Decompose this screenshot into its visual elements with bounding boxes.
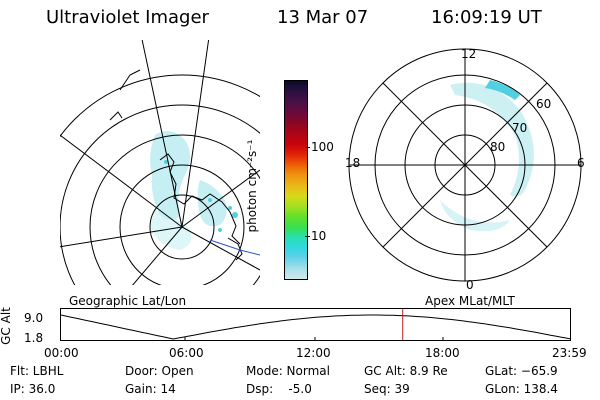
glon-info: GLon: 138.4 [485, 382, 558, 396]
instrument-title: Ultraviolet Imager [46, 7, 209, 28]
apex-caption: Apex MLat/MLT [425, 294, 515, 308]
alt-tick-9: 9.0 [24, 311, 44, 325]
alt-tick-1-8: 1.8 [24, 331, 44, 345]
filter-info: Flt: LBHL [10, 364, 64, 378]
colorbar [284, 80, 308, 280]
time-tick-0000: 00:00 [44, 346, 79, 360]
seq-info: Seq: 39 [364, 382, 410, 396]
mode-info: Mode: Normal [246, 364, 330, 378]
altitude-curve [60, 314, 572, 340]
mlat-label-80: 80 [490, 140, 506, 154]
glat-info: GLat: −65.9 [485, 364, 558, 378]
door-info: Door: Open [125, 364, 194, 378]
satellite-track [209, 239, 260, 256]
geographic-map [60, 40, 260, 285]
time-tick-0600: 06:00 [169, 346, 204, 360]
mlt-label-0: 0 [466, 278, 474, 292]
mlt-label-18: 18 [345, 156, 361, 170]
aurora-emission [150, 131, 227, 250]
time-tick-2359: 23:59 [552, 346, 587, 360]
aurora-oval [440, 80, 534, 232]
gain-info: Gain: 14 [125, 382, 176, 396]
mlt-label-12: 12 [461, 47, 477, 61]
mlat-label-70: 70 [512, 121, 528, 135]
colorbar-unit-label: photon cm⁻²s⁻¹ [245, 139, 259, 233]
altitude-plot [60, 308, 572, 341]
coastline [109, 69, 243, 261]
ip-info: IP: 36.0 [10, 382, 56, 396]
dsp-info: Dsp: -5.0 [246, 382, 312, 396]
mlat-label-60: 60 [536, 97, 552, 111]
geographic-caption: Geographic Lat/Lon [69, 294, 187, 308]
colorbar-tick-10: 10 [311, 229, 327, 243]
latitude-circles [60, 74, 260, 285]
time-tick-1800: 18:00 [425, 346, 460, 360]
aurora-bright [164, 160, 238, 232]
magnetic-polar-plot [348, 48, 582, 282]
gc-alt-info: GC Alt: 8.9 Re [364, 364, 448, 378]
alt-ylabel: GC Alt [0, 307, 13, 345]
mlt-label-6: 6 [577, 156, 585, 170]
mlt-lines [349, 49, 581, 281]
date-label: 13 Mar 07 [277, 7, 369, 28]
longitude-lines [60, 40, 260, 285]
time-label: 16:09:19 UT [431, 7, 542, 28]
colorbar-tick-100: 100 [311, 140, 334, 154]
time-tick-1200: 12:00 [296, 346, 331, 360]
